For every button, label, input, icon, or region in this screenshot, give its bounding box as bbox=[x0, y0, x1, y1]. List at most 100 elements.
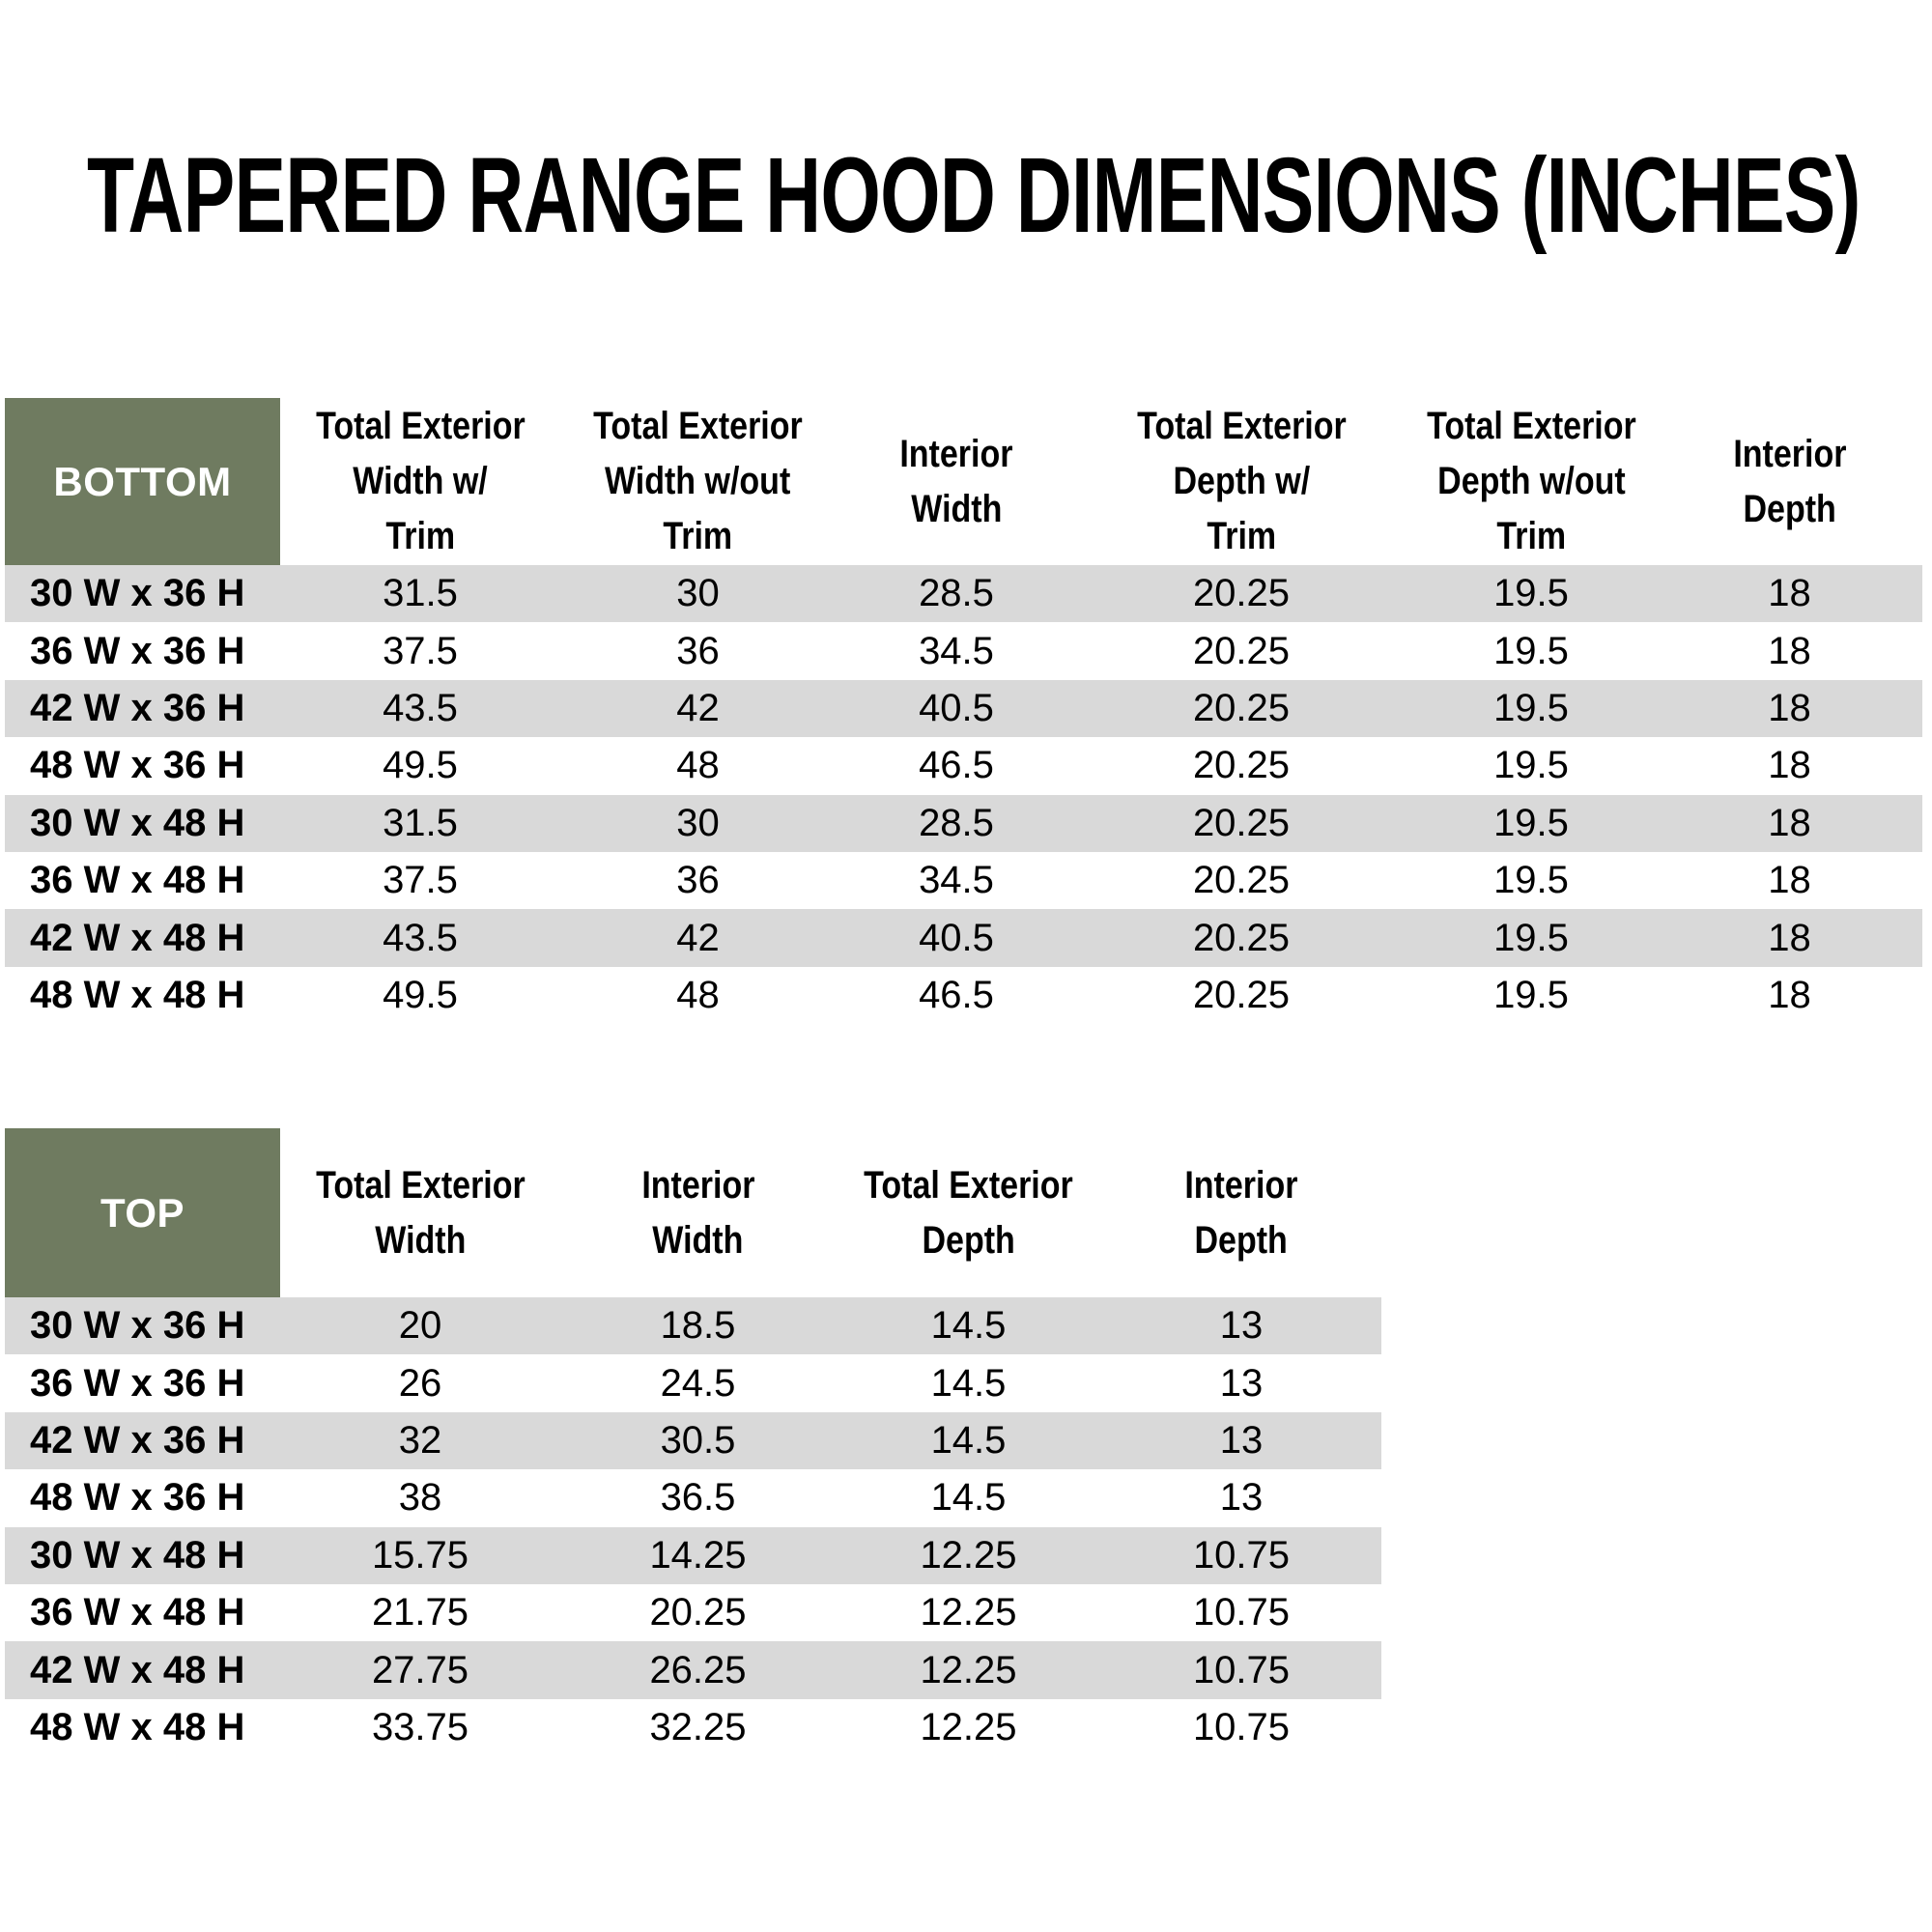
cell-value: 42 bbox=[560, 909, 836, 967]
row-label: 36 W x 48 H bbox=[30, 859, 245, 902]
cell-value: 18.5 bbox=[560, 1297, 836, 1355]
column-header-line: Interior bbox=[1184, 1163, 1298, 1207]
cell-value: 36.5 bbox=[660, 1476, 736, 1520]
cell-value: 13 bbox=[1219, 1361, 1264, 1405]
column-header-line: Depth bbox=[1194, 1218, 1289, 1262]
cell-value: 26.25 bbox=[560, 1641, 836, 1699]
cell-value: 18 bbox=[1657, 794, 1922, 852]
cell-value: 12.25 bbox=[920, 1705, 1017, 1748]
column-header-line: Total Exterior bbox=[593, 405, 803, 447]
cell-value: 19.5 bbox=[1406, 679, 1657, 738]
column-header-line: Interior bbox=[899, 432, 1013, 475]
column-header: Interior Depth bbox=[1657, 398, 1922, 565]
row-label: 48 W x 48 H bbox=[30, 973, 245, 1016]
cell-value: 33.75 bbox=[371, 1705, 469, 1748]
column-header: Total Exterior Depth w/out Trim bbox=[1406, 398, 1657, 565]
row-label: 48 W x 36 H bbox=[30, 744, 245, 787]
cell-value: 49.5 bbox=[383, 973, 458, 1016]
cell-value: 48 bbox=[676, 744, 720, 787]
column-header-line: Interior bbox=[640, 1163, 755, 1207]
page-title: TAPERED RANGE HOOD DIMENSIONS (INCHES) bbox=[87, 136, 1861, 255]
column-header-line: Trim bbox=[663, 515, 733, 557]
row-label: 42 W x 48 H bbox=[5, 909, 280, 967]
row-label: 42 W x 36 H bbox=[5, 679, 280, 738]
cell-value: 10.75 bbox=[1192, 1591, 1291, 1634]
cell-value: 20.25 bbox=[1192, 629, 1291, 672]
column-header-line: Total Exterior bbox=[315, 1163, 526, 1207]
cell-value: 34.5 bbox=[919, 859, 994, 902]
row-label: 48 W x 36 H bbox=[30, 1476, 245, 1520]
cell-value: 10.75 bbox=[1101, 1641, 1381, 1699]
column-header: Interior Depth bbox=[1101, 1128, 1381, 1297]
cell-value: 20.25 bbox=[1192, 973, 1291, 1016]
column-header-line: Depth bbox=[922, 1218, 1015, 1262]
cell-value: 46.5 bbox=[919, 973, 994, 1016]
cell-value: 43.5 bbox=[280, 679, 560, 738]
cell-value: 18 bbox=[1657, 679, 1922, 738]
column-header-line: Width bbox=[374, 1218, 467, 1262]
corner-label: BOTTOM bbox=[5, 398, 280, 565]
bottom-dimensions-table: BOTTOM Total Exterior Width w/Trim Total Ex… bbox=[5, 398, 1922, 1024]
column-header: Total Exterior Width w/Trim bbox=[280, 398, 560, 565]
cell-value: 43.5 bbox=[280, 909, 560, 967]
row-label: 30 W x 36 H bbox=[5, 565, 280, 623]
column-header-line: Depth w/ bbox=[1173, 460, 1310, 502]
cell-value: 28.5 bbox=[836, 565, 1077, 623]
cell-value: 12.25 bbox=[920, 1591, 1017, 1634]
cell-value: 13 bbox=[1219, 1476, 1264, 1520]
cell-value: 13 bbox=[1101, 1411, 1381, 1470]
cell-value: 32.25 bbox=[649, 1705, 747, 1748]
top-dimensions-table: TOP Total Exterior Width Interior Width Total… bbox=[5, 1128, 1381, 1756]
row-label: 42 W x 36 H bbox=[5, 1411, 280, 1470]
cell-value: 19.5 bbox=[1406, 909, 1657, 967]
row-label: 36 W x 36 H bbox=[30, 629, 245, 672]
cell-value: 49.5 bbox=[383, 744, 458, 787]
column-header-line: Width w/out bbox=[605, 460, 791, 502]
cell-value: 14.25 bbox=[560, 1526, 836, 1584]
cell-value: 26 bbox=[398, 1361, 442, 1405]
column-header-line: Total Exterior bbox=[1426, 405, 1636, 447]
cell-value: 27.75 bbox=[280, 1641, 560, 1699]
cell-value: 14.5 bbox=[930, 1361, 1007, 1405]
cell-value: 28.5 bbox=[836, 794, 1077, 852]
cell-value: 30 bbox=[560, 794, 836, 852]
cell-value: 24.5 bbox=[660, 1361, 736, 1405]
cell-value: 37.5 bbox=[383, 629, 458, 672]
cell-value: 38 bbox=[398, 1476, 442, 1520]
cell-value: 30 bbox=[560, 565, 836, 623]
row-label: 36 W x 48 H bbox=[30, 1591, 245, 1634]
column-header-line: Total Exterior bbox=[1136, 405, 1347, 447]
cell-value: 15.75 bbox=[280, 1526, 560, 1584]
cell-value: 18 bbox=[1768, 744, 1811, 787]
column-header-line: Trim bbox=[1207, 515, 1276, 557]
cell-value: 34.5 bbox=[919, 629, 994, 672]
cell-value: 20.25 bbox=[1077, 909, 1406, 967]
cell-value: 20.25 bbox=[1077, 565, 1406, 623]
cell-value: 18 bbox=[1657, 565, 1922, 623]
column-header-line: Depth w/out bbox=[1436, 460, 1626, 502]
column-header-line: Trim bbox=[1496, 515, 1566, 557]
cell-value: 19.5 bbox=[1493, 629, 1569, 672]
cell-value: 30.5 bbox=[560, 1411, 836, 1470]
cell-value: 20.25 bbox=[649, 1591, 747, 1634]
row-label: 36 W x 36 H bbox=[30, 1361, 245, 1405]
cell-value: 18 bbox=[1768, 859, 1811, 902]
row-label: 48 W x 48 H bbox=[30, 1705, 245, 1748]
column-header: Total Exterior Width w/out Trim bbox=[560, 398, 836, 565]
column-header-line: Interior bbox=[1732, 432, 1847, 475]
cell-value: 20 bbox=[280, 1297, 560, 1355]
cell-value: 40.5 bbox=[836, 679, 1077, 738]
column-header: Total Exterior Width bbox=[280, 1128, 560, 1297]
cell-value: 48 bbox=[676, 973, 720, 1016]
column-header-line: Depth bbox=[1743, 487, 1836, 530]
cell-value: 36 bbox=[676, 629, 720, 672]
cell-value: 37.5 bbox=[383, 859, 458, 902]
column-header: Total Exterior Depth bbox=[836, 1128, 1101, 1297]
cell-value: 40.5 bbox=[836, 909, 1077, 967]
cell-value: 18 bbox=[1768, 973, 1811, 1016]
cell-value: 20.25 bbox=[1077, 679, 1406, 738]
cell-value: 14.5 bbox=[930, 1476, 1007, 1520]
column-header-line: Width w/ bbox=[353, 460, 488, 502]
cell-value: 14.5 bbox=[836, 1411, 1101, 1470]
